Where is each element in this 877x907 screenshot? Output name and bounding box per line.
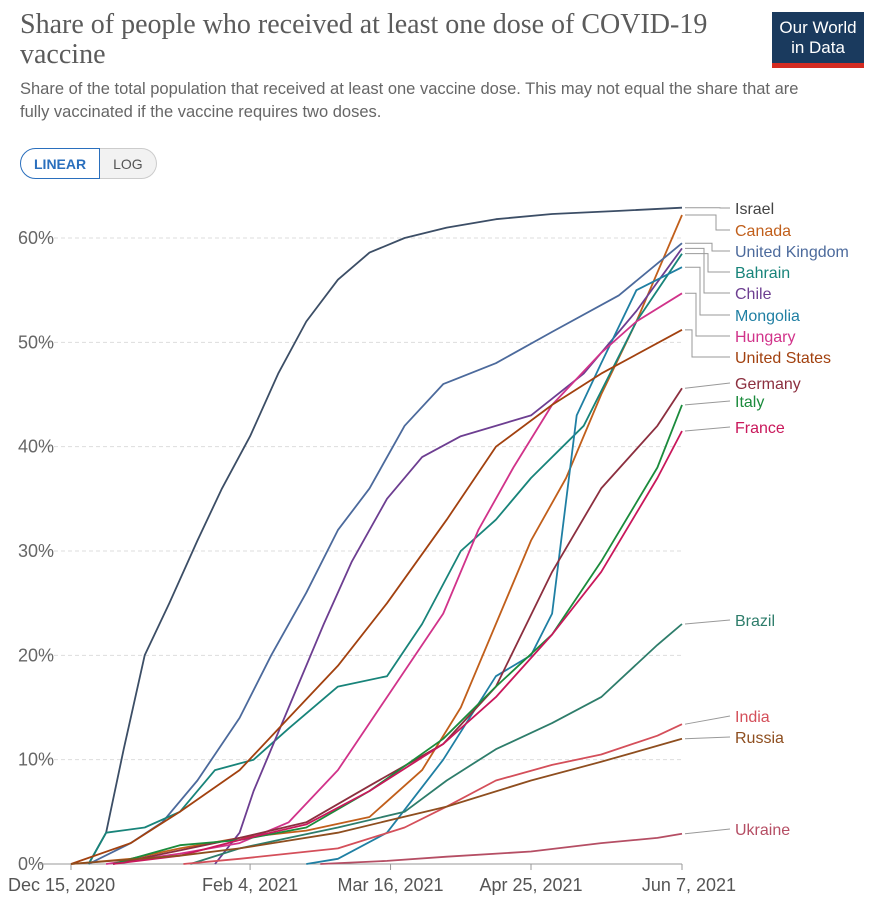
- line-chart: 0% 10% 20% 30% 40% 50% 60% Dec 15, 2020 Feb 4, 2…: [8, 201, 849, 895]
- label-connector: [685, 214, 730, 231]
- series-line-hungary: [105, 292, 683, 865]
- series-line-canada: [70, 214, 683, 865]
- series-line-united-states: [70, 329, 683, 865]
- series-label: Italy: [735, 394, 764, 411]
- logo-line-2: in Data: [791, 38, 845, 57]
- label-connector: [685, 266, 730, 316]
- series-line-france: [112, 430, 683, 865]
- label-connector: [684, 619, 731, 625]
- chart-subtitle: Share of the total population that recei…: [20, 80, 799, 121]
- series-label: Hungary: [735, 329, 795, 346]
- series-line-ukraine: [320, 832, 683, 865]
- label-connector: [685, 242, 730, 252]
- label-connector: [684, 382, 731, 389]
- series-line-italy: [112, 404, 683, 865]
- series-label: Mongolia: [735, 308, 800, 325]
- x-tick-label: Apr 25, 2021: [479, 875, 582, 895]
- series-line-bahrain: [87, 253, 683, 865]
- logo-accent-bar: [772, 63, 864, 68]
- series-line-russia: [70, 737, 683, 865]
- chart-title: Share of people who received at least on…: [20, 9, 708, 70]
- series-line-brazil: [190, 623, 683, 865]
- label-connector: [685, 253, 730, 273]
- x-tick-label: Feb 4, 2021: [202, 875, 298, 895]
- label-connector: [685, 329, 730, 358]
- scale-toggle: LINEAR LOG: [20, 148, 157, 179]
- series-label: Israel: [735, 201, 774, 218]
- series-label: Ukraine: [735, 822, 790, 839]
- y-tick-label: 30%: [18, 541, 54, 561]
- series-label: Canada: [735, 223, 791, 240]
- series-label: Germany: [735, 376, 801, 393]
- x-tick-label: Mar 16, 2021: [338, 875, 444, 895]
- series-line-chile: [214, 247, 683, 865]
- series-label: Chile: [735, 286, 772, 303]
- series-label: France: [735, 420, 785, 437]
- label-connector: [684, 828, 731, 835]
- y-tick-label: 60%: [18, 228, 54, 248]
- y-tick-label: 0%: [18, 854, 44, 874]
- linear-scale-button[interactable]: LINEAR: [20, 148, 101, 179]
- series-line-india: [183, 723, 683, 865]
- x-tick-label: Jun 7, 2021: [642, 875, 736, 895]
- x-tick-label: Dec 15, 2020: [8, 875, 115, 895]
- series-label: Bahrain: [735, 265, 790, 282]
- series-label: Russia: [735, 730, 784, 747]
- y-tick-label: 20%: [18, 645, 54, 665]
- label-connector: [684, 715, 731, 725]
- y-tick-label: 50%: [18, 332, 54, 352]
- series-line-mongolia: [306, 266, 683, 865]
- series-label: India: [735, 709, 770, 726]
- series-line-united-kingdom: [88, 242, 683, 865]
- series-label: United States: [735, 350, 831, 367]
- series-label: Brazil: [735, 613, 775, 630]
- label-connector: [685, 292, 730, 337]
- y-tick-label: 40%: [18, 437, 54, 457]
- label-connector: [684, 736, 731, 740]
- log-scale-button[interactable]: LOG: [100, 148, 157, 179]
- series-label: United Kingdom: [735, 244, 849, 261]
- series-line-israel: [87, 206, 683, 865]
- owid-logo[interactable]: Our World in Data: [772, 12, 864, 68]
- label-connector: [685, 247, 730, 294]
- logo-line-1: Our World: [779, 18, 857, 37]
- label-connector: [684, 400, 731, 406]
- label-connector: [684, 426, 731, 432]
- y-tick-label: 10%: [18, 750, 54, 770]
